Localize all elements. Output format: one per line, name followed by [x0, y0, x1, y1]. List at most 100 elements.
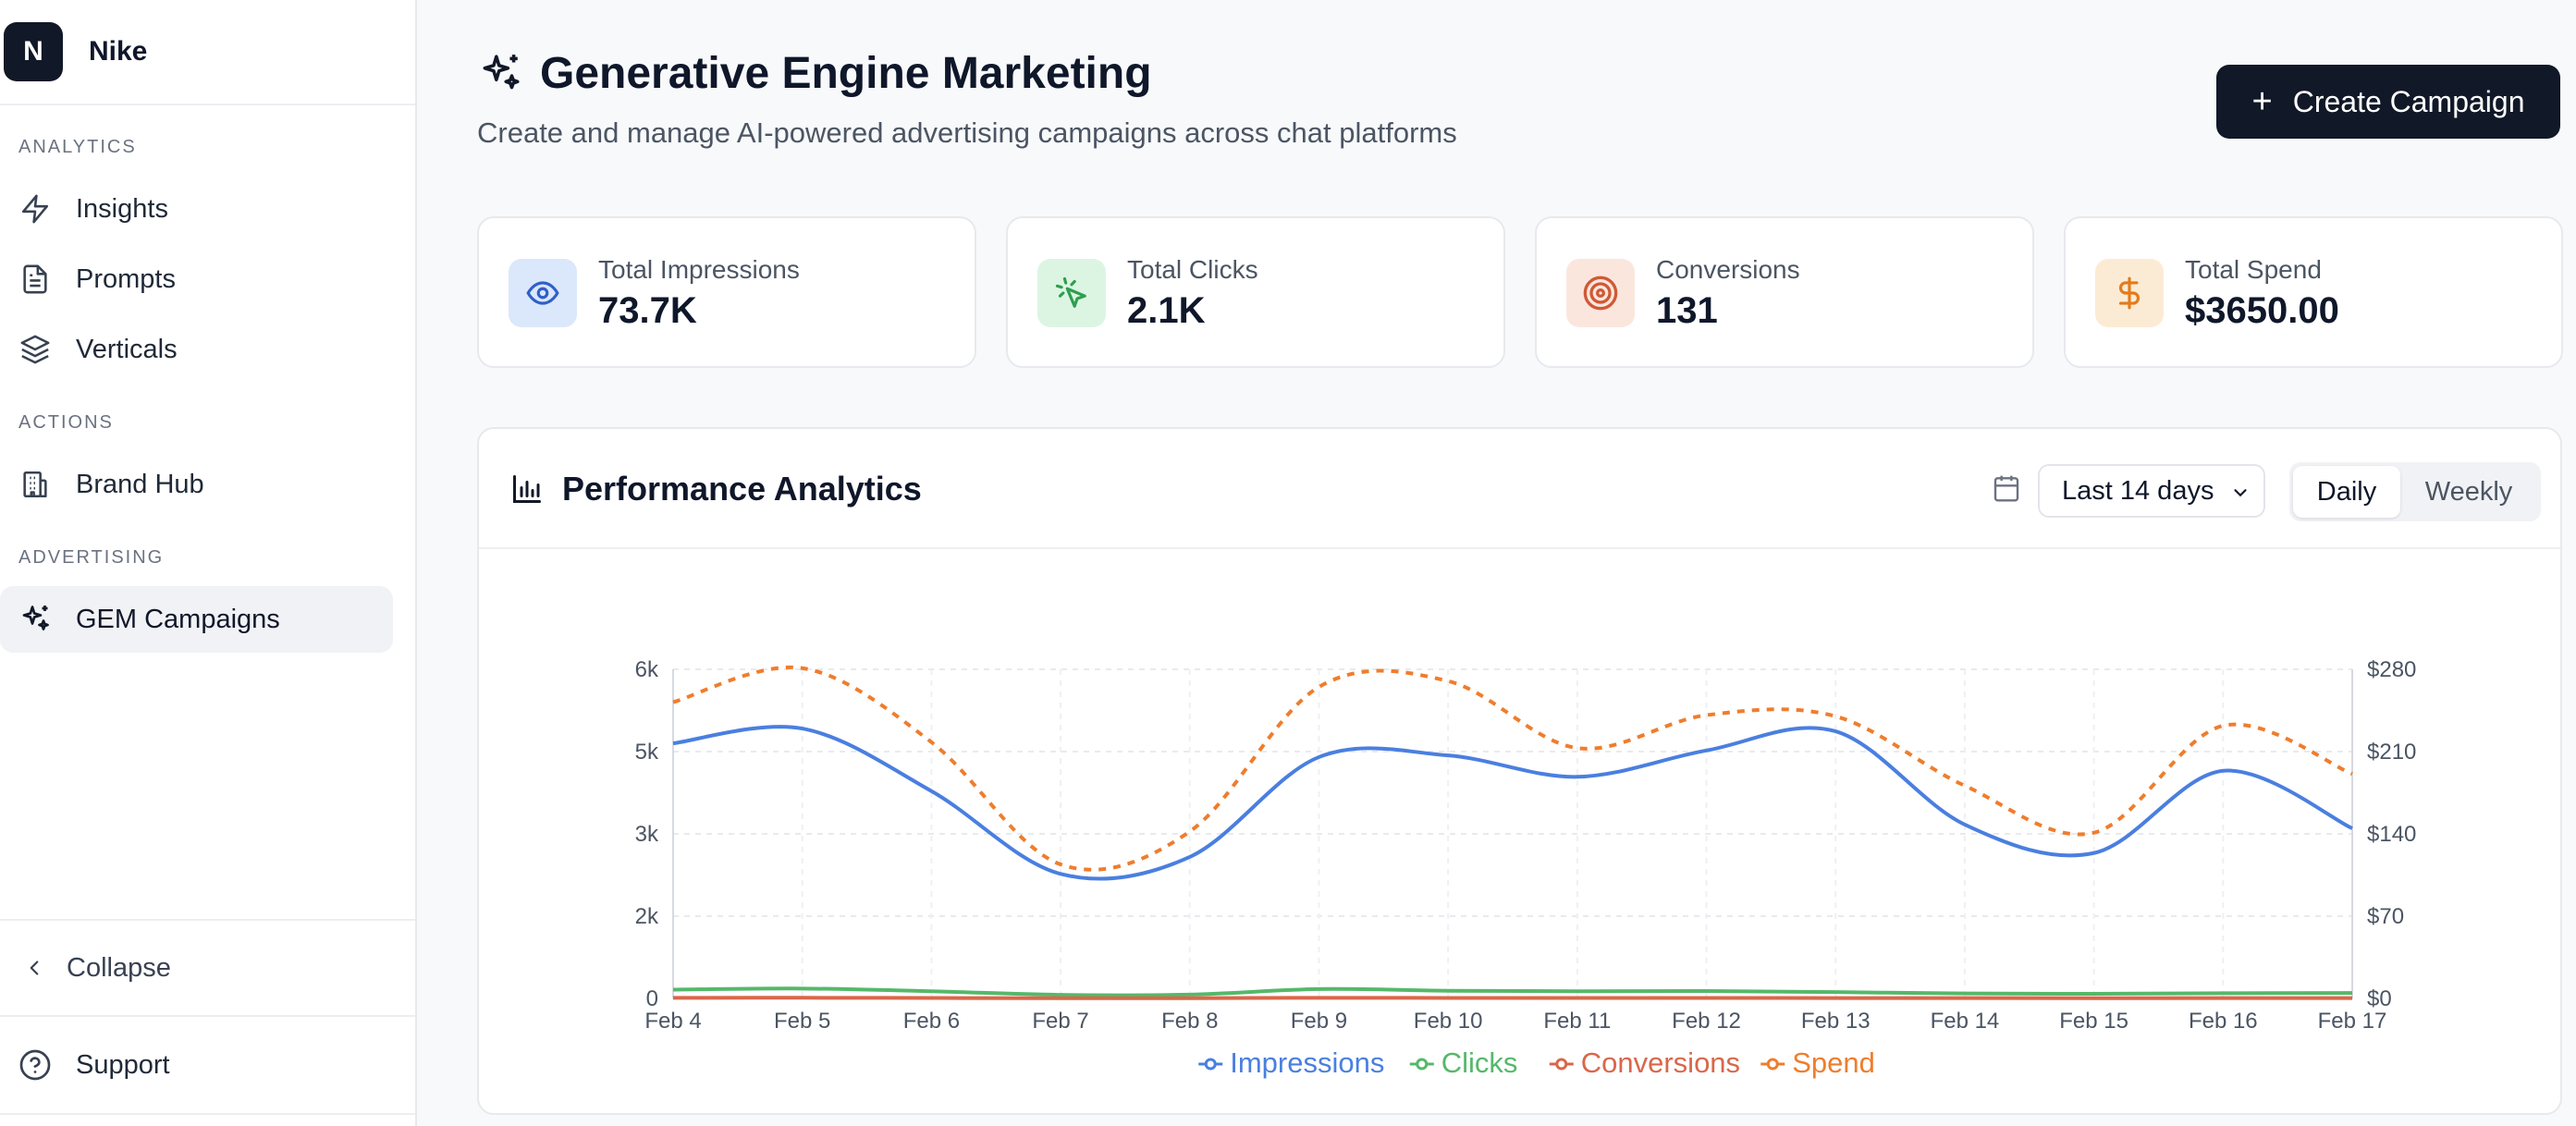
legend-label-clicks: Clicks — [1441, 1046, 1518, 1079]
y-left-tick-label: 2k — [635, 904, 659, 929]
section-analytics: ANALYTICS — [0, 137, 417, 158]
stat-card-conversions: Conversions 131 — [1535, 216, 2034, 368]
eye-icon — [509, 259, 577, 327]
sidebar-item-prompts[interactable]: Prompts — [0, 246, 393, 312]
analytics-title: Performance Analytics — [510, 470, 922, 508]
stat-value: 73.7K — [598, 290, 697, 331]
collapse-button[interactable]: Collapse — [0, 919, 415, 1015]
stat-label: Total Spend — [2185, 255, 2322, 284]
y-left-tick-label: 3k — [635, 822, 659, 847]
x-tick-label: Feb 15 — [2059, 1009, 2128, 1034]
y-left-tick-label: 0 — [646, 986, 658, 1011]
section-label-advertising: ADVERTISING — [18, 547, 165, 568]
granularity-toggle: Daily Weekly — [2289, 462, 2541, 521]
x-tick-label: Feb 11 — [1543, 1009, 1611, 1034]
legend-label-spend: Spend — [1792, 1046, 1875, 1079]
sidebar-item-label: Brand Hub — [76, 469, 204, 499]
sidebar-item-label: GEM Campaigns — [76, 604, 280, 634]
x-tick-label: Feb 10 — [1414, 1009, 1483, 1034]
sidebar-item-label: Prompts — [76, 263, 176, 294]
legend-marker-conversions — [1555, 1058, 1568, 1071]
x-tick-label: Feb 12 — [1672, 1009, 1741, 1034]
stat-value: 131 — [1656, 290, 1718, 331]
zap-icon — [18, 192, 52, 226]
bar-chart-icon — [513, 475, 541, 503]
x-tick-label: Feb 6 — [903, 1009, 960, 1034]
sparkles-icon — [483, 54, 520, 89]
y-right-tick-label: $0 — [2367, 986, 2392, 1011]
x-tick-label: Feb 7 — [1032, 1009, 1088, 1034]
support-button[interactable]: Support — [0, 1015, 415, 1115]
x-tick-label: Feb 13 — [1801, 1009, 1871, 1034]
performance-analytics-panel: Performance Analytics Last 14 days Daily… — [477, 427, 2562, 1115]
toggle-weekly[interactable]: Weekly — [2424, 476, 2513, 507]
series-line-spend — [672, 665, 2353, 872]
sidebar-item-brand-hub[interactable]: Brand Hub — [0, 451, 393, 518]
y-right-tick-label: $280 — [2367, 657, 2416, 682]
sidebar-item-insights[interactable]: Insights — [0, 176, 393, 242]
section-label-actions: ACTIONS — [18, 412, 114, 433]
x-tick-label: Feb 14 — [1931, 1009, 2000, 1034]
brand-name: Nike — [89, 36, 148, 67]
series-line-conversions — [672, 996, 2353, 1000]
section-advertising: ADVERTISING — [0, 547, 417, 569]
stat-card-clicks: Total Clicks 2.1K — [1006, 216, 1505, 368]
y-left-tick-label: 6k — [635, 657, 659, 682]
sparkles-icon — [18, 603, 52, 636]
help-circle-icon — [19, 1049, 51, 1081]
stat-value: 2.1K — [1127, 290, 1206, 331]
date-range-value: Last 14 days — [2062, 475, 2214, 506]
date-range-select[interactable]: Last 14 days — [2038, 464, 2265, 518]
legend-label-impressions: Impressions — [1230, 1046, 1384, 1079]
plus-icon: + — [2251, 81, 2273, 121]
brand-logo: N — [4, 22, 63, 81]
toggle-daily[interactable]: Daily — [2293, 466, 2400, 518]
legend-marker-impressions — [1204, 1058, 1217, 1071]
stat-label: Total Clicks — [1127, 255, 1258, 284]
sidebar-item-verticals[interactable]: Verticals — [0, 316, 393, 383]
file-text-icon — [18, 263, 52, 296]
series-line-impressions — [672, 725, 2353, 881]
sidebar-item-gem-campaigns[interactable]: GEM Campaigns — [0, 586, 393, 653]
page-header: Generative Engine Marketing — [477, 48, 1152, 99]
section-actions: ACTIONS — [0, 412, 417, 434]
chevron-left-icon — [30, 961, 39, 975]
legend-label-conversions: Conversions — [1581, 1046, 1740, 1079]
section-label-analytics: ANALYTICS — [18, 137, 137, 157]
target-icon — [1566, 259, 1635, 327]
y-right-tick-label: $140 — [2367, 822, 2416, 847]
cursor-click-icon — [1037, 259, 1106, 327]
x-tick-label: Feb 8 — [1161, 1009, 1218, 1034]
stat-value: $3650.00 — [2185, 290, 2339, 331]
analytics-title-text: Performance Analytics — [562, 470, 922, 508]
x-tick-label: Feb 4 — [644, 1009, 701, 1034]
analytics-header: Performance Analytics Last 14 days Daily… — [479, 429, 2560, 549]
collapse-label: Collapse — [67, 952, 171, 983]
legend-marker-clicks — [1416, 1058, 1429, 1071]
stat-card-spend: Total Spend $3650.00 — [2064, 216, 2563, 368]
legend-marker-spend — [1766, 1058, 1779, 1071]
sidebar-item-label: Verticals — [76, 334, 178, 364]
page-subtitle: Create and manage AI-powered advertising… — [477, 116, 1457, 149]
create-campaign-label: Create Campaign — [2292, 84, 2525, 118]
chevron-down-icon — [2234, 489, 2247, 497]
x-tick-label: Feb 17 — [2318, 1009, 2387, 1034]
stat-label: Conversions — [1656, 255, 1800, 284]
y-left-tick-label: 5k — [635, 740, 659, 765]
layers-icon — [18, 333, 52, 366]
y-right-tick-label: $70 — [2367, 904, 2404, 929]
series-line-clicks — [672, 986, 2353, 997]
x-tick-label: Feb 9 — [1291, 1009, 1347, 1034]
x-tick-label: Feb 16 — [2189, 1009, 2258, 1034]
building-icon — [18, 468, 52, 501]
create-campaign-button[interactable]: + Create Campaign — [2216, 65, 2560, 139]
page-title: Generative Engine Marketing — [540, 49, 1152, 98]
dollar-icon — [2095, 259, 2164, 327]
brand-header[interactable]: N Nike — [0, 0, 415, 105]
support-label: Support — [76, 1049, 170, 1080]
y-right-tick-label: $210 — [2367, 740, 2416, 765]
stat-label: Total Impressions — [598, 255, 800, 284]
calendar-icon — [1993, 475, 2019, 502]
performance-chart: 0 2k 3k 5k 6k $0 $70 $140 $210 $280 Feb 4 Feb 5 Feb … — [635, 657, 2417, 1079]
stat-card-impressions: Total Impressions 73.7K — [477, 216, 976, 368]
